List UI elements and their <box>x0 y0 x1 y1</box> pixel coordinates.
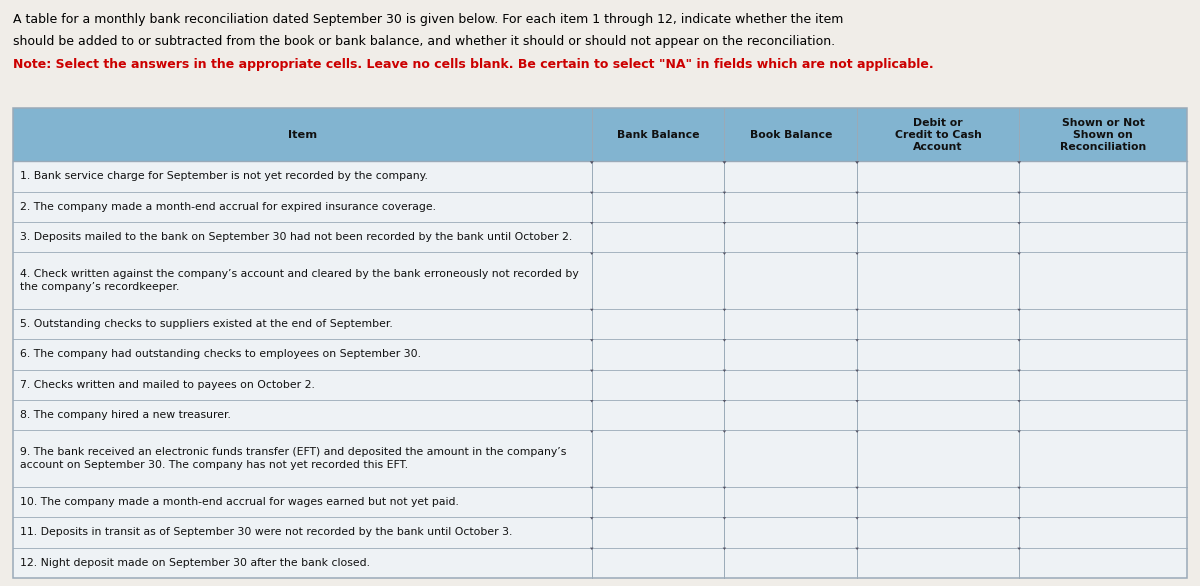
Polygon shape <box>590 222 594 224</box>
Polygon shape <box>1018 547 1021 550</box>
Text: 9. The bank received an electronic funds transfer (EFT) and deposited the amount: 9. The bank received an electronic funds… <box>20 447 566 470</box>
Text: 11. Deposits in transit as of September 30 were not recorded by the bank until O: 11. Deposits in transit as of September … <box>20 527 512 537</box>
Polygon shape <box>856 192 859 194</box>
Polygon shape <box>1018 517 1021 520</box>
Bar <box>13 222 1187 253</box>
Polygon shape <box>722 222 726 224</box>
Polygon shape <box>590 339 594 342</box>
Text: 4. Check written against the company’s account and cleared by the bank erroneous: 4. Check written against the company’s a… <box>20 270 578 292</box>
Text: 6. The company had outstanding checks to employees on September 30.: 6. The company had outstanding checks to… <box>20 349 421 359</box>
Bar <box>13 370 1187 400</box>
Polygon shape <box>722 431 726 433</box>
Polygon shape <box>856 339 859 342</box>
Polygon shape <box>856 400 859 403</box>
Bar <box>13 431 1187 487</box>
Polygon shape <box>590 431 594 433</box>
Bar <box>13 253 1187 309</box>
Polygon shape <box>856 161 859 164</box>
Text: 5. Outstanding checks to suppliers existed at the end of September.: 5. Outstanding checks to suppliers exist… <box>20 319 392 329</box>
Text: 2. The company made a month-end accrual for expired insurance coverage.: 2. The company made a month-end accrual … <box>20 202 436 212</box>
Bar <box>13 161 1187 192</box>
Polygon shape <box>722 487 726 489</box>
Polygon shape <box>722 161 726 164</box>
Text: 7. Checks written and mailed to payees on October 2.: 7. Checks written and mailed to payees o… <box>20 380 314 390</box>
Polygon shape <box>856 431 859 433</box>
Polygon shape <box>1018 161 1021 164</box>
Polygon shape <box>722 339 726 342</box>
Polygon shape <box>856 222 859 224</box>
Polygon shape <box>590 253 594 255</box>
Text: 10. The company made a month-end accrual for wages earned but not yet paid.: 10. The company made a month-end accrual… <box>20 497 458 507</box>
Polygon shape <box>589 161 594 164</box>
Bar <box>13 547 1187 578</box>
Polygon shape <box>722 192 726 194</box>
Text: Note: Select the answers in the appropriate cells. Leave no cells blank. Be cert: Note: Select the answers in the appropri… <box>13 58 934 71</box>
Polygon shape <box>722 547 726 550</box>
Text: Bank Balance: Bank Balance <box>617 130 700 139</box>
Polygon shape <box>1018 370 1021 372</box>
Text: 8. The company hired a new treasurer.: 8. The company hired a new treasurer. <box>20 410 230 420</box>
Polygon shape <box>1018 222 1021 224</box>
Polygon shape <box>590 517 594 520</box>
Polygon shape <box>590 309 594 311</box>
Polygon shape <box>1018 309 1021 311</box>
Bar <box>13 517 1187 547</box>
Text: A table for a monthly bank reconciliation dated September 30 is given below. For: A table for a monthly bank reconciliatio… <box>13 13 844 26</box>
Polygon shape <box>590 370 594 372</box>
Bar <box>13 108 1187 578</box>
Bar <box>13 192 1187 222</box>
Polygon shape <box>856 547 859 550</box>
Polygon shape <box>722 517 726 520</box>
Polygon shape <box>856 253 859 255</box>
Polygon shape <box>1018 192 1021 194</box>
Text: should be added to or subtracted from the book or bank balance, and whether it s: should be added to or subtracted from th… <box>13 36 835 49</box>
Text: Book Balance: Book Balance <box>750 130 832 139</box>
Text: Shown or Not
Shown on
Reconciliation: Shown or Not Shown on Reconciliation <box>1060 118 1146 152</box>
Polygon shape <box>856 487 859 489</box>
Polygon shape <box>1018 431 1021 433</box>
Polygon shape <box>1018 487 1021 489</box>
Bar <box>13 487 1187 517</box>
Polygon shape <box>856 370 859 372</box>
Polygon shape <box>856 517 859 520</box>
Polygon shape <box>590 547 594 550</box>
Polygon shape <box>1018 339 1021 342</box>
Polygon shape <box>1018 253 1021 255</box>
Bar <box>13 400 1187 431</box>
Polygon shape <box>856 309 859 311</box>
Polygon shape <box>590 400 594 403</box>
Bar <box>13 309 1187 339</box>
Polygon shape <box>722 253 726 255</box>
Bar <box>13 339 1187 370</box>
Polygon shape <box>590 192 594 194</box>
Bar <box>13 108 1187 161</box>
Text: 1. Bank service charge for September is not yet recorded by the company.: 1. Bank service charge for September is … <box>20 172 428 182</box>
Text: 3. Deposits mailed to the bank on September 30 had not been recorded by the bank: 3. Deposits mailed to the bank on Septem… <box>20 232 572 242</box>
Polygon shape <box>722 400 726 403</box>
Polygon shape <box>1018 400 1021 403</box>
Polygon shape <box>590 487 594 489</box>
Polygon shape <box>722 370 726 372</box>
Text: 12. Night deposit made on September 30 after the bank closed.: 12. Night deposit made on September 30 a… <box>20 558 370 568</box>
Text: Debit or
Credit to Cash
Account: Debit or Credit to Cash Account <box>895 118 982 152</box>
Polygon shape <box>722 309 726 311</box>
Text: Item: Item <box>288 130 317 139</box>
